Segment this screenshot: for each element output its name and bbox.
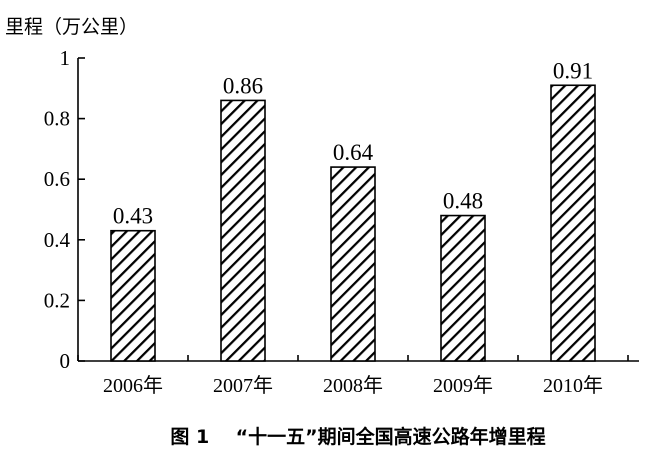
data-label: 0.48 xyxy=(443,189,483,214)
x-tick-label: 2009年 xyxy=(433,374,493,397)
data-label: 0.86 xyxy=(223,73,263,98)
y-axis: 0 0.2 0.4 0.6 0.8 1 xyxy=(44,46,85,373)
y-tick-label: 0.6 xyxy=(44,167,70,191)
x-tick-label: 2007年 xyxy=(213,374,273,397)
x-tick-label: 2010年 xyxy=(543,374,603,397)
data-label: 0.91 xyxy=(553,58,593,83)
bar xyxy=(330,166,376,362)
bar xyxy=(440,214,486,362)
y-tick-label: 1 xyxy=(60,46,71,70)
bar xyxy=(550,84,596,362)
y-tick-label: 0 xyxy=(60,349,71,373)
data-label: 0.43 xyxy=(113,204,153,229)
data-labels: 0.43 0.86 0.64 0.48 0.91 xyxy=(113,58,593,228)
x-tick-label: 2006年 xyxy=(103,374,163,397)
y-tick-label: 0.2 xyxy=(44,288,70,312)
y-tick-label: 0.4 xyxy=(44,228,71,252)
chart-caption: 图 1 “十一五”期间全国高速公路年增里程 xyxy=(170,425,545,448)
bars xyxy=(110,84,596,362)
data-label: 0.64 xyxy=(333,140,374,165)
y-axis-label: 里程（万公里） xyxy=(5,16,138,38)
y-tick-label: 0.8 xyxy=(44,107,70,131)
bar xyxy=(220,99,266,362)
bar xyxy=(110,229,156,362)
x-axis: 2006年 2007年 2008年 2009年 2010年 xyxy=(77,355,639,397)
x-tick-label: 2008年 xyxy=(323,374,383,397)
